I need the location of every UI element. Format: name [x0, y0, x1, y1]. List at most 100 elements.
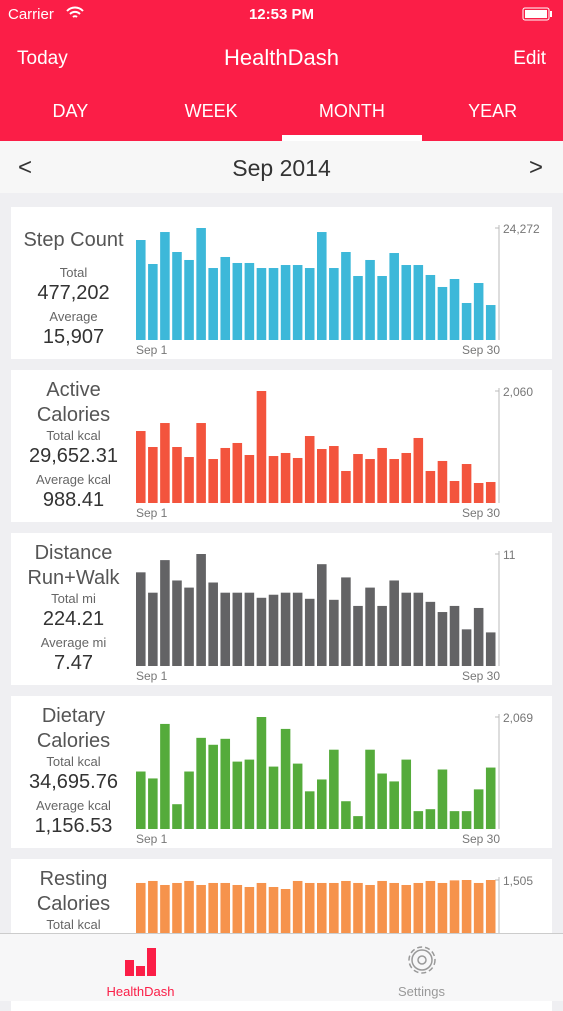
bar [160, 723, 170, 829]
bar [401, 452, 412, 503]
total-value: 477,202 [37, 282, 110, 304]
bar [389, 459, 399, 503]
bar [136, 572, 146, 666]
bar [341, 470, 351, 503]
x-start-label: Sep 1 [136, 343, 168, 357]
bar [437, 286, 448, 340]
metric-summary: Step Count Total 477,202 Average 15,907 [11, 207, 136, 353]
tab[interactable]: DAY [52, 101, 89, 121]
y-tick-label: 2,060 [503, 385, 533, 399]
bar [449, 278, 460, 340]
period-bar: < Sep 2014 > [0, 141, 563, 193]
carrier: Carrier [8, 6, 54, 23]
bar [196, 737, 206, 829]
tab-bar-item[interactable]: Settings [398, 984, 445, 999]
bar [449, 480, 460, 503]
bar [232, 592, 243, 666]
next-button[interactable]: > [528, 154, 543, 181]
tab[interactable]: YEAR [468, 101, 518, 121]
average-value: 1,156.53 [34, 815, 113, 837]
bar [292, 457, 303, 503]
bar [425, 601, 436, 666]
bar [196, 554, 206, 666]
bar [365, 459, 375, 503]
bar [449, 811, 460, 829]
bar [304, 791, 315, 829]
x-start-label: Sep 1 [136, 832, 168, 846]
bar [389, 781, 399, 829]
total-label: Total kcal [46, 754, 101, 769]
bar [329, 599, 339, 666]
today-button[interactable]: Today [17, 48, 68, 69]
bar [232, 761, 243, 829]
metric-card: Dietary Calories Total kcal 34,695.76 Avera… [11, 696, 552, 848]
bar [304, 268, 315, 340]
bar [220, 447, 231, 503]
bar [280, 452, 291, 503]
battery-icon [522, 7, 552, 21]
bar [485, 767, 496, 829]
bar [485, 482, 496, 503]
average-value: 15,907 [42, 326, 105, 348]
bar [461, 811, 472, 829]
bar [280, 592, 291, 666]
bar [341, 577, 351, 666]
bar [148, 778, 158, 829]
metric-summary: Distance Run+Walk Total mi 224.21 Average m… [11, 533, 136, 679]
bar [389, 580, 399, 666]
tab-bar-item[interactable]: HealthDash [106, 984, 175, 999]
bar [413, 437, 424, 503]
bar-chart: 11 Sep 1 Sep 30 [136, 548, 516, 683]
bar [208, 744, 218, 829]
y-tick-label: 11 [503, 548, 516, 562]
bar [256, 597, 267, 666]
bar [256, 391, 267, 503]
bar [389, 253, 399, 340]
header: Carrier 12:53 PM Today HealthDash Edit D… [0, 0, 563, 141]
average-value: 7.47 [54, 652, 93, 674]
bar [425, 274, 436, 340]
tab[interactable]: WEEK [184, 101, 238, 121]
average-label: Average kcal [36, 472, 111, 487]
bar [184, 457, 194, 503]
bar [377, 605, 387, 666]
bar [220, 592, 231, 666]
bar [365, 749, 375, 829]
bar [160, 423, 170, 503]
bar [437, 612, 448, 666]
y-tick-label: 1,505 [503, 874, 533, 888]
metric-title: Dietary Calories [36, 705, 111, 752]
edit-button[interactable]: Edit [513, 48, 546, 69]
metric-summary: Active Calories Total kcal 29,652.31 Averag… [11, 370, 136, 516]
bar [377, 275, 387, 340]
bar [317, 779, 327, 829]
bar [184, 259, 194, 340]
y-tick-label: 24,272 [503, 222, 540, 236]
bar [485, 632, 496, 666]
average-label: Average mi [40, 635, 107, 650]
tab[interactable]: MONTH [318, 101, 385, 121]
bar [461, 629, 472, 666]
bar [473, 482, 484, 503]
bar [208, 582, 218, 666]
bar [341, 252, 351, 340]
bar-chart: 24,272 Sep 1 Sep 30 [136, 222, 540, 357]
bar [365, 259, 375, 340]
average-label: Average kcal [36, 798, 111, 813]
bar [377, 447, 387, 503]
bar [461, 302, 472, 340]
metric-summary: Resting Calories Total kcal [11, 859, 136, 933]
metric-title: Resting Calories [36, 868, 111, 915]
x-start-label: Sep 1 [136, 506, 168, 520]
bar [473, 607, 484, 666]
bar [329, 749, 339, 829]
prev-button[interactable]: < [18, 154, 33, 181]
average-label: Average [49, 309, 98, 324]
bar [244, 759, 255, 829]
bar [220, 738, 231, 829]
bar [353, 275, 363, 340]
bar [280, 265, 291, 340]
bar [232, 442, 243, 503]
bar [449, 605, 460, 666]
